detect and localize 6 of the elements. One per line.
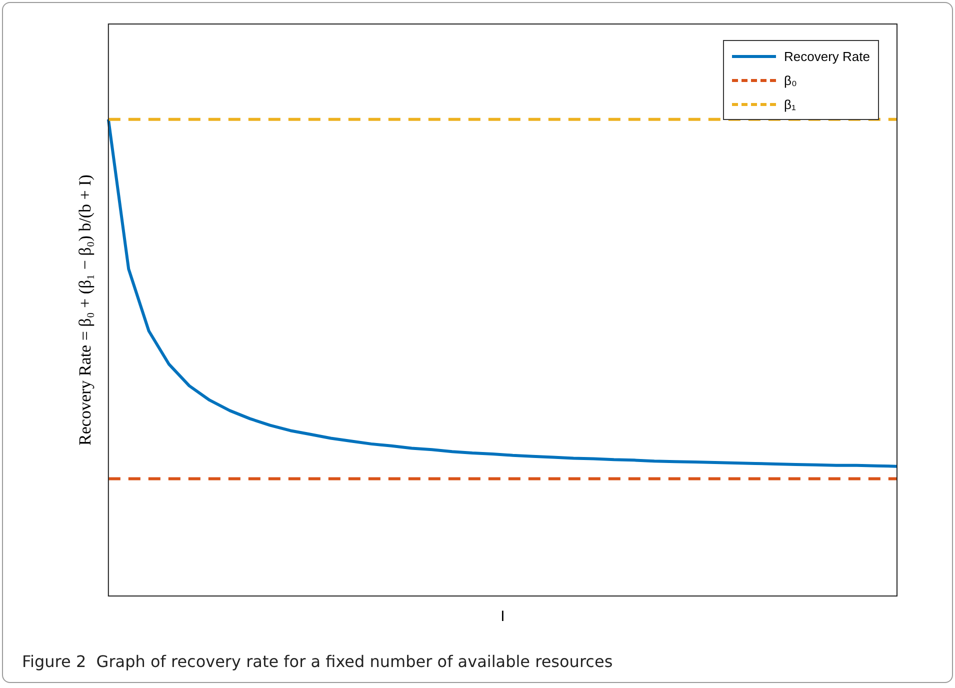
legend-label: β₀: [784, 72, 797, 88]
legend-label: β₁: [784, 96, 796, 112]
legend-label: Recovery Rate: [784, 48, 870, 64]
x-axis-title: I: [500, 608, 505, 626]
caption: Figure 2 Graph of recovery rate for a fixed number of available resources: [22, 652, 613, 671]
y-axis-title: Recovery Rate = β₀ + (β₁ − β₀) b/(b + I): [76, 174, 95, 446]
